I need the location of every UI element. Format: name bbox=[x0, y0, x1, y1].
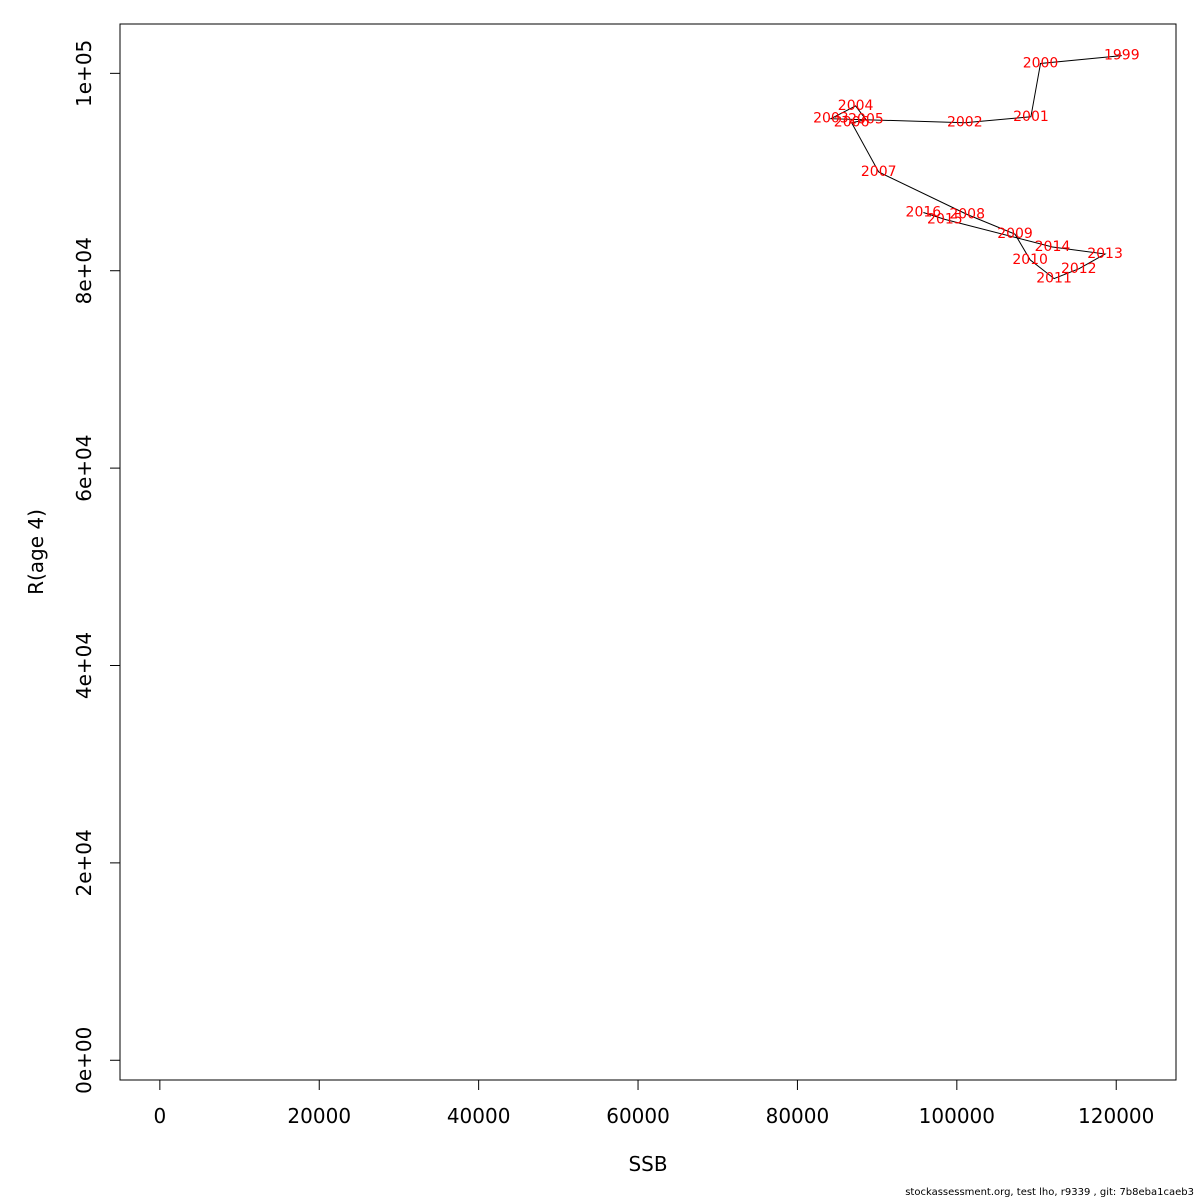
x-axis: 0 20000 40000 60000 80000 100000 120000 bbox=[153, 1079, 1154, 1128]
point-label-2006: 2006 bbox=[834, 115, 870, 131]
x-tick-label: 40000 bbox=[447, 1104, 511, 1128]
point-label-2005: 2005 bbox=[848, 112, 884, 128]
point-label-2010: 2010 bbox=[1012, 252, 1048, 268]
point-label-2004: 2004 bbox=[838, 98, 874, 114]
point-label-2016: 2016 bbox=[906, 205, 942, 221]
x-axis-title: SSB bbox=[628, 1152, 667, 1176]
point-label-2009: 2009 bbox=[997, 226, 1033, 242]
x-tick-label: 20000 bbox=[287, 1104, 351, 1128]
sr-trajectory-line bbox=[828, 55, 1122, 280]
footer-note: stockassessment.org, test lho, r9339 , g… bbox=[905, 1187, 1194, 1198]
y-tick-label: 6e+04 bbox=[72, 434, 96, 501]
point-label-2000: 2000 bbox=[1023, 55, 1059, 71]
x-tick-label: 60000 bbox=[606, 1104, 670, 1128]
point-label-2001: 2001 bbox=[1013, 109, 1049, 125]
y-tick-label: 8e+04 bbox=[72, 237, 96, 304]
x-tick-label: 100000 bbox=[919, 1104, 995, 1128]
y-tick-label: 4e+04 bbox=[72, 632, 96, 699]
x-tick-label: 120000 bbox=[1078, 1104, 1154, 1128]
point-label-2013: 2013 bbox=[1087, 246, 1123, 262]
point-label-2011: 2011 bbox=[1036, 271, 1072, 287]
y-tick-label: 0e+00 bbox=[72, 1027, 96, 1094]
x-tick-label: 0 bbox=[153, 1104, 166, 1128]
point-label-2015: 2015 bbox=[927, 211, 963, 227]
point-label-2014: 2014 bbox=[1035, 239, 1071, 255]
point-label-2003: 2003 bbox=[813, 111, 849, 127]
y-tick-label: 2e+04 bbox=[72, 829, 96, 896]
point-label-2007: 2007 bbox=[861, 164, 897, 180]
point-label-1999: 1999 bbox=[1104, 48, 1140, 64]
x-tick-label: 80000 bbox=[766, 1104, 830, 1128]
point-label-2008: 2008 bbox=[949, 206, 985, 222]
plot-frame bbox=[119, 23, 1177, 1081]
point-label-2002: 2002 bbox=[947, 115, 983, 131]
y-axis: 0e+00 2e+04 4e+04 6e+04 8e+04 1e+05 bbox=[72, 40, 121, 1094]
y-axis-title: R(age 4) bbox=[24, 509, 48, 595]
y-tick-label: 1e+05 bbox=[72, 40, 96, 107]
point-label-2012: 2012 bbox=[1061, 261, 1097, 277]
